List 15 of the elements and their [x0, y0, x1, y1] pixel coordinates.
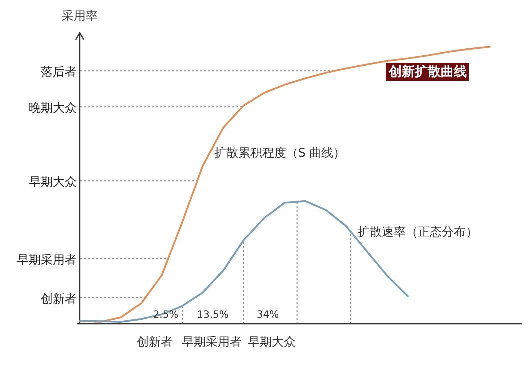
text: 早期采用者: [182, 335, 242, 349]
ref-line-label: 早期大众: [29, 175, 77, 190]
annotation: 扩散速率（正态分布）: [358, 225, 478, 239]
ref-line-label: 落后者: [41, 65, 77, 80]
annotation: 34%: [256, 310, 280, 321]
annotation: 2.5%: [153, 310, 179, 321]
text: 早期大众: [248, 335, 296, 349]
annotation: 扩散累积程度（S 曲线）: [214, 146, 346, 160]
y-axis-title: 采用率: [62, 9, 98, 23]
ref-line-label: 晚期大众: [29, 101, 77, 116]
text: 创新者: [137, 335, 173, 349]
ref-line-label: 早期采用者: [17, 252, 77, 267]
title: 创新扩散曲线: [386, 63, 469, 81]
annotation: 13.5%: [197, 310, 229, 321]
ref-line-label: 创新者: [41, 292, 77, 306]
